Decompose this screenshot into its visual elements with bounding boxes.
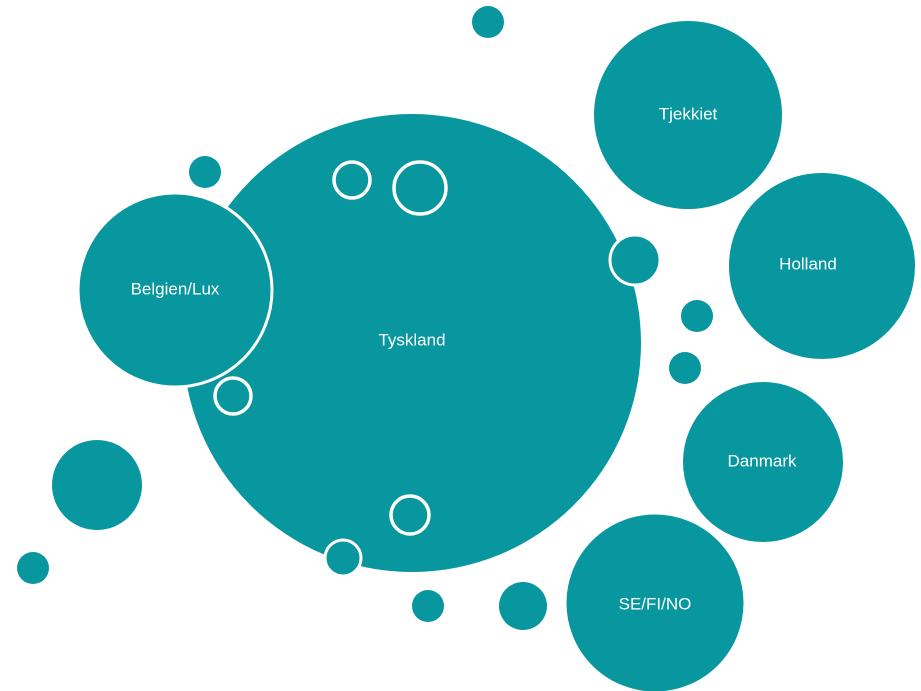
node-circle: [594, 21, 782, 209]
decor-ring: [213, 376, 253, 416]
node-label: SE/FI/NO: [619, 594, 692, 613]
node-label: Tyskland: [378, 330, 445, 349]
node-circle: [183, 114, 641, 572]
node-circle: [729, 173, 915, 359]
decor-dot: [189, 156, 221, 188]
decor-ring: [392, 160, 448, 216]
node-label: Tjekkiet: [659, 104, 718, 123]
node-label: Holland: [779, 254, 837, 273]
decor-ring: [389, 494, 431, 536]
decor-dot: [608, 233, 662, 287]
decor-dot: [52, 440, 142, 530]
node-circle: [563, 511, 747, 691]
decor-dot: [412, 590, 444, 622]
node-label: Danmark: [728, 451, 797, 470]
decor-dot: [472, 6, 504, 38]
decor-dot: [669, 352, 701, 384]
decor-dot: [17, 552, 49, 584]
decor-dot: [499, 582, 547, 630]
decor-ring: [332, 160, 372, 200]
decor-dot: [323, 538, 363, 578]
node-circle: [76, 191, 274, 389]
node-circle: [683, 382, 843, 542]
decor-dot: [681, 300, 713, 332]
node-label: Belgien/Lux: [131, 279, 220, 298]
